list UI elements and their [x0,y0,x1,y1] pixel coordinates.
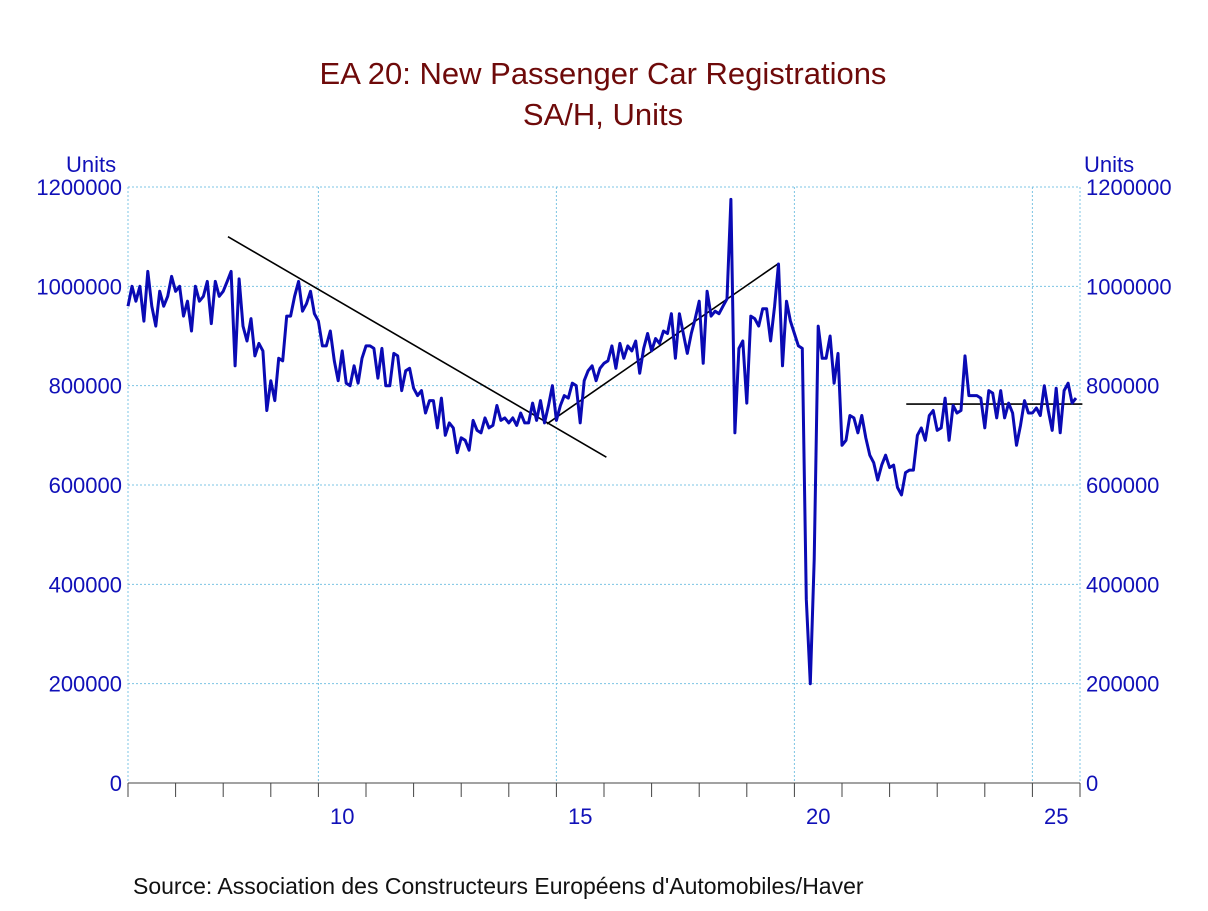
x-tick-label: 10 [330,804,354,829]
left-axis-unit-label: Units [66,152,116,177]
y-tick-label-left: 200000 [49,672,122,697]
x-tick-label: 15 [568,804,592,829]
y-tick-label-left: 1000000 [36,274,122,299]
series-registrations [128,199,1076,683]
y-tick-label-right: 1200000 [1086,175,1172,200]
x-tick-label: 20 [806,804,830,829]
x-tick-label: 25 [1044,804,1068,829]
registrations-line [128,199,1076,683]
right-axis-unit-label: Units [1084,152,1134,177]
chart-title: EA 20: New Passenger Car Registrations [320,56,887,91]
chart-subtitle: SA/H, Units [523,97,683,132]
y-tick-label-right: 600000 [1086,473,1159,498]
y-tick-label-left: 600000 [49,473,122,498]
y-tick-label-right: 1000000 [1086,274,1172,299]
y-tick-label-right: 800000 [1086,374,1159,399]
y-tick-label-left: 400000 [49,572,122,597]
y-tick-label-left: 0 [110,771,122,796]
axes: 0 0 200000 200000 400000 400000 600000 600000 80… [36,175,1171,829]
source-note: Source: Association des Constructeurs Eu… [133,873,864,899]
y-tick-label-left: 800000 [49,374,122,399]
y-tick-label-right: 400000 [1086,572,1159,597]
y-tick-label-left: 1200000 [36,175,122,200]
trend-lines [228,237,1082,458]
y-tick-label-right: 0 [1086,771,1098,796]
y-tick-label-right: 200000 [1086,672,1159,697]
gridlines [128,187,1080,783]
